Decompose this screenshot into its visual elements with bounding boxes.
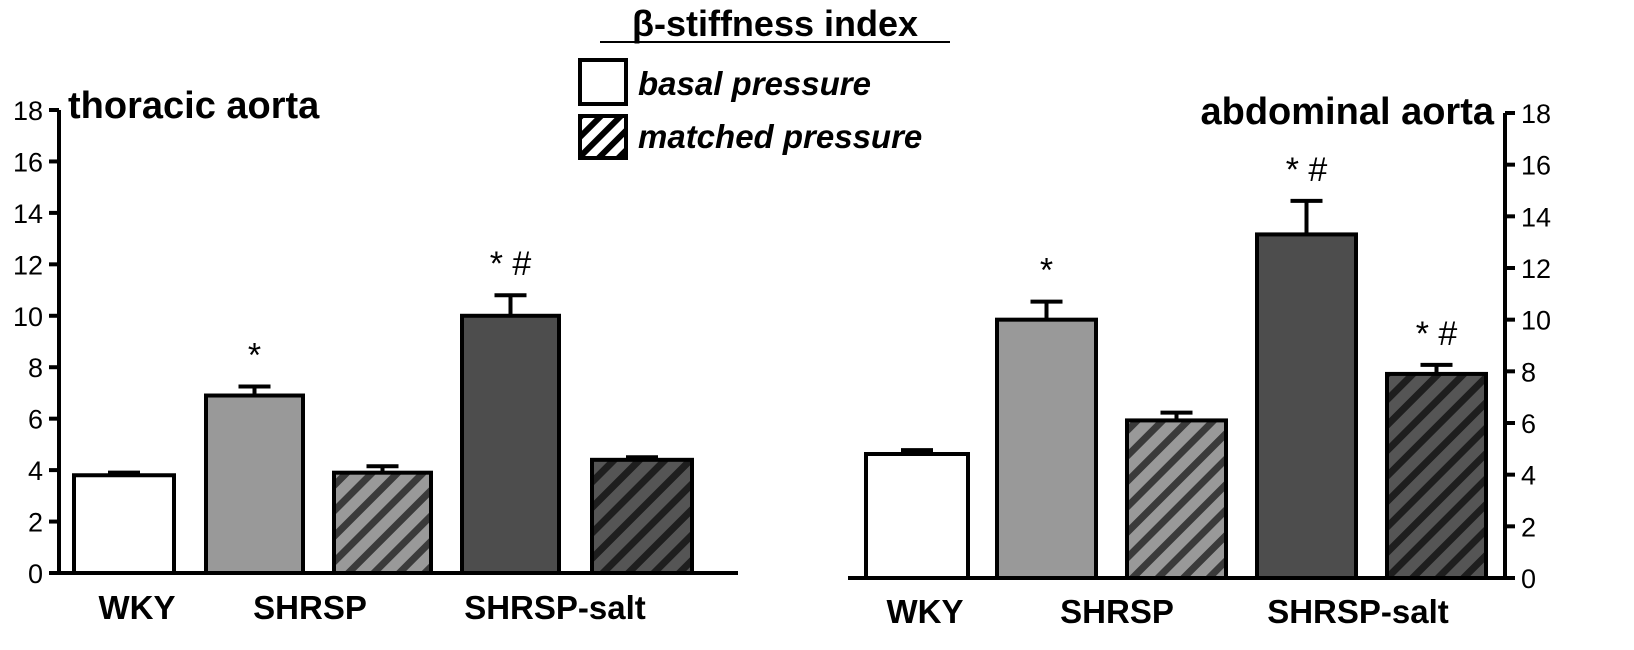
y-tick-label: 12 — [13, 250, 43, 280]
panel-title-thoracic: thoracic aorta — [68, 85, 320, 127]
bars-abdominal: * * # * # — [864, 151, 1488, 581]
significance-label-shrsp-salt-basal: * # — [1286, 151, 1328, 189]
bar-shrsp-salt-basal — [460, 313, 561, 575]
y-tick-label: 4 — [1521, 461, 1536, 491]
bar-shrsp-matched — [1125, 418, 1228, 580]
bar-shrsp-salt-matched — [1385, 371, 1488, 580]
y-tick-label: 8 — [1521, 357, 1536, 387]
bars-thoracic: * * # — [72, 245, 694, 576]
y-tick-label: 18 — [13, 96, 43, 126]
legend-label-matched: matched pressure — [638, 118, 922, 155]
legend-swatch-matched — [578, 114, 628, 160]
category-label-shrsp-salt: SHRSP-salt — [464, 589, 646, 626]
y-tick-label: 4 — [28, 456, 43, 486]
y-tick-label: 2 — [1521, 512, 1536, 542]
y-tick-label: 0 — [1521, 564, 1536, 594]
y-tick-label: 16 — [1521, 151, 1551, 181]
bar-shrsp-basal — [995, 317, 1098, 580]
bar-wky-basal — [72, 473, 176, 575]
y-ticks-right: 0 2 4 6 8 10 12 14 16 18 — [1505, 99, 1551, 594]
category-label-shrsp: SHRSP — [1060, 593, 1174, 630]
legend-label-basal: basal pressure — [638, 65, 871, 102]
significance-label-shrsp-basal: * — [1040, 252, 1053, 290]
legend-swatch-basal — [578, 58, 628, 106]
y-tick-label: 16 — [13, 147, 43, 177]
chart-title: β-stiffness index — [632, 3, 918, 44]
significance-label-shrsp-salt-basal: * # — [490, 245, 532, 283]
y-tick-label: 2 — [28, 508, 43, 538]
y-tick-label: 0 — [28, 559, 43, 589]
bar-shrsp-salt-matched — [590, 457, 694, 576]
y-tick-label: 12 — [1521, 254, 1551, 284]
bar-shrsp-matched — [332, 470, 433, 575]
panel-title-abdominal: abdominal aorta — [1201, 91, 1495, 133]
y-tick-label: 14 — [13, 199, 43, 229]
category-label-wky: WKY — [99, 589, 176, 626]
bar-shrsp-salt-basal — [1255, 232, 1358, 581]
y-ticks-left: 0 2 4 6 8 10 12 14 16 18 — [13, 96, 59, 589]
y-tick-label: 10 — [13, 302, 43, 332]
y-tick-label: 6 — [1521, 409, 1536, 439]
bar-shrsp-basal — [204, 393, 305, 575]
significance-label-shrsp-basal: * — [248, 337, 261, 375]
category-label-shrsp-salt: SHRSP-salt — [1267, 593, 1449, 630]
y-tick-label: 8 — [28, 353, 43, 383]
y-tick-label: 10 — [1521, 306, 1551, 336]
y-tick-label: 18 — [1521, 99, 1551, 129]
y-tick-label: 6 — [28, 405, 43, 435]
significance-label-shrsp-salt-matched: * # — [1416, 315, 1458, 353]
y-tick-label: 14 — [1521, 202, 1551, 232]
legend: basal pressure matched pressure — [578, 58, 922, 160]
bar-wky-basal — [864, 452, 970, 580]
category-label-wky: WKY — [887, 593, 964, 630]
category-label-shrsp: SHRSP — [253, 589, 367, 626]
